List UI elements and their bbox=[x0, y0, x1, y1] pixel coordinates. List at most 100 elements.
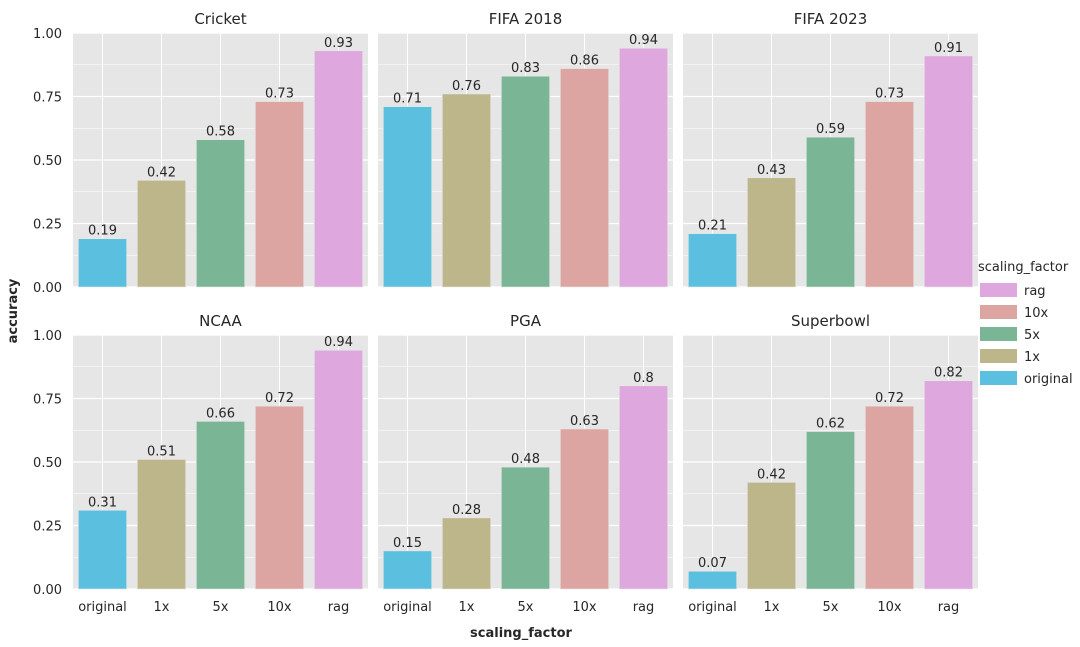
y-tick-label: 0.50 bbox=[33, 456, 62, 471]
legend-swatch-original bbox=[980, 371, 1017, 385]
y-tick-label: 0.50 bbox=[33, 154, 62, 169]
panel-1: FIFA 2018 0.71 0.76 0.83 0.86 0.94 bbox=[378, 10, 673, 288]
bar-value-label: 0.28 bbox=[452, 503, 481, 518]
x-tick-label: original bbox=[383, 600, 432, 615]
bar-rag bbox=[314, 50, 363, 288]
bar-value-label: 0.15 bbox=[393, 536, 422, 551]
bar-value-label: 0.71 bbox=[393, 92, 422, 107]
legend-swatch-10x bbox=[980, 305, 1017, 319]
bar-value-label: 0.19 bbox=[88, 224, 117, 239]
bar-value-label: 0.66 bbox=[206, 406, 235, 421]
y-tick-label: 1.00 bbox=[33, 329, 62, 344]
x-tick-label: 5x bbox=[518, 600, 534, 615]
y-tick-label: 0.25 bbox=[33, 218, 62, 233]
y-axis-label: accuracy bbox=[6, 278, 21, 343]
bar-rag bbox=[924, 380, 973, 590]
x-tick-label: 5x bbox=[823, 600, 839, 615]
panel-title: FIFA 2018 bbox=[489, 10, 563, 28]
bar-1x bbox=[747, 177, 796, 288]
legend-swatch-rag bbox=[980, 283, 1017, 297]
bar-value-label: 0.73 bbox=[265, 87, 294, 102]
bar-10x bbox=[560, 428, 609, 590]
bar-value-label: 0.51 bbox=[147, 444, 176, 459]
bar-rag bbox=[314, 349, 363, 590]
bar-rag bbox=[619, 385, 668, 590]
panel-2: FIFA 2023 0.21 0.43 0.59 0.73 0.91 bbox=[683, 10, 978, 288]
panel-4: PGA 0.15 0.28 0.48 0.63 0.8 original 1x 5x 10x rag bbox=[378, 312, 673, 615]
legend-title: scaling_factor bbox=[978, 260, 1069, 275]
legend-swatch-1x bbox=[980, 349, 1017, 363]
bar-value-label: 0.48 bbox=[511, 452, 540, 467]
legend-label: 5x bbox=[1024, 328, 1040, 343]
panel-0: Cricket 0.19 0.42 0.58 0.73 0.93 0.00 0.25 0.50 0… bbox=[33, 10, 368, 296]
bar-value-label: 0.21 bbox=[698, 219, 727, 234]
panel-3: NCAA 0.31 0.51 0.66 0.72 0.94 0.00 0.25 0.50 0.75… bbox=[33, 312, 368, 615]
y-tick-label: 0.75 bbox=[33, 393, 62, 408]
panels: Cricket 0.19 0.42 0.58 0.73 0.93 0.00 0.25 0.50 0… bbox=[33, 10, 978, 615]
x-tick-label: rag bbox=[633, 600, 655, 615]
x-tick-label: original bbox=[688, 600, 737, 615]
bar-1x bbox=[137, 459, 186, 590]
bar-5x bbox=[196, 421, 245, 590]
bar-value-label: 0.94 bbox=[629, 33, 658, 48]
bar-value-label: 0.8 bbox=[633, 371, 654, 386]
bar-value-label: 0.72 bbox=[875, 391, 904, 406]
bar-10x bbox=[865, 101, 914, 288]
bar-rag bbox=[619, 47, 668, 288]
x-tick-label: original bbox=[78, 600, 127, 615]
x-tick-label: rag bbox=[328, 600, 350, 615]
bar-10x bbox=[255, 101, 304, 288]
y-tick-label: 0.00 bbox=[33, 583, 62, 598]
bar-1x bbox=[137, 180, 186, 288]
legend-label: rag bbox=[1024, 284, 1046, 299]
x-tick-label: rag bbox=[938, 600, 960, 615]
bar-value-label: 0.76 bbox=[452, 79, 481, 94]
bar-10x bbox=[255, 405, 304, 590]
panel-title: Superbowl bbox=[791, 312, 870, 330]
bar-value-label: 0.58 bbox=[206, 125, 235, 140]
bar-original bbox=[383, 550, 432, 590]
panel-title: Cricket bbox=[194, 10, 246, 28]
bar-1x bbox=[747, 482, 796, 590]
x-tick-label: 10x bbox=[877, 600, 902, 615]
y-tick-label: 0.00 bbox=[33, 281, 62, 296]
bar-original bbox=[383, 106, 432, 288]
y-tick-label: 0.75 bbox=[33, 91, 62, 106]
bar-value-label: 0.82 bbox=[934, 366, 963, 381]
panel-title: PGA bbox=[510, 312, 542, 330]
bar-value-label: 0.63 bbox=[570, 414, 599, 429]
bar-1x bbox=[442, 93, 491, 288]
legend-swatch-5x bbox=[980, 327, 1017, 341]
panel-title: NCAA bbox=[199, 312, 242, 330]
bar-value-label: 0.59 bbox=[816, 122, 845, 137]
bar-5x bbox=[196, 139, 245, 288]
y-tick-label: 1.00 bbox=[33, 27, 62, 42]
y-tick-label: 0.25 bbox=[33, 520, 62, 535]
x-tick-label: 1x bbox=[459, 600, 475, 615]
bar-value-label: 0.42 bbox=[757, 467, 786, 482]
bar-value-label: 0.07 bbox=[698, 556, 727, 571]
bar-value-label: 0.86 bbox=[570, 54, 599, 69]
bar-original bbox=[688, 233, 737, 288]
bar-value-label: 0.94 bbox=[324, 335, 353, 350]
bar-5x bbox=[501, 75, 550, 288]
bar-value-label: 0.73 bbox=[875, 87, 904, 102]
bar-rag bbox=[924, 55, 973, 288]
bar-value-label: 0.31 bbox=[88, 495, 117, 510]
bar-original bbox=[78, 238, 127, 288]
panel-5: Superbowl 0.07 0.42 0.62 0.72 0.82 original 1x 5… bbox=[683, 312, 978, 615]
legend-label: 1x bbox=[1024, 350, 1040, 365]
x-axis-label: scaling_factor bbox=[470, 626, 572, 641]
bar-value-label: 0.43 bbox=[757, 163, 786, 178]
bar-5x bbox=[806, 431, 855, 590]
bar-5x bbox=[501, 466, 550, 590]
x-tick-label: 10x bbox=[267, 600, 292, 615]
legend-label: 10x bbox=[1024, 306, 1049, 321]
bar-10x bbox=[560, 68, 609, 288]
legend: scaling_factor rag 10x 5x 1x original bbox=[978, 260, 1073, 387]
bar-original bbox=[688, 570, 737, 590]
panel-title: FIFA 2023 bbox=[794, 10, 868, 28]
x-tick-label: 10x bbox=[572, 600, 597, 615]
